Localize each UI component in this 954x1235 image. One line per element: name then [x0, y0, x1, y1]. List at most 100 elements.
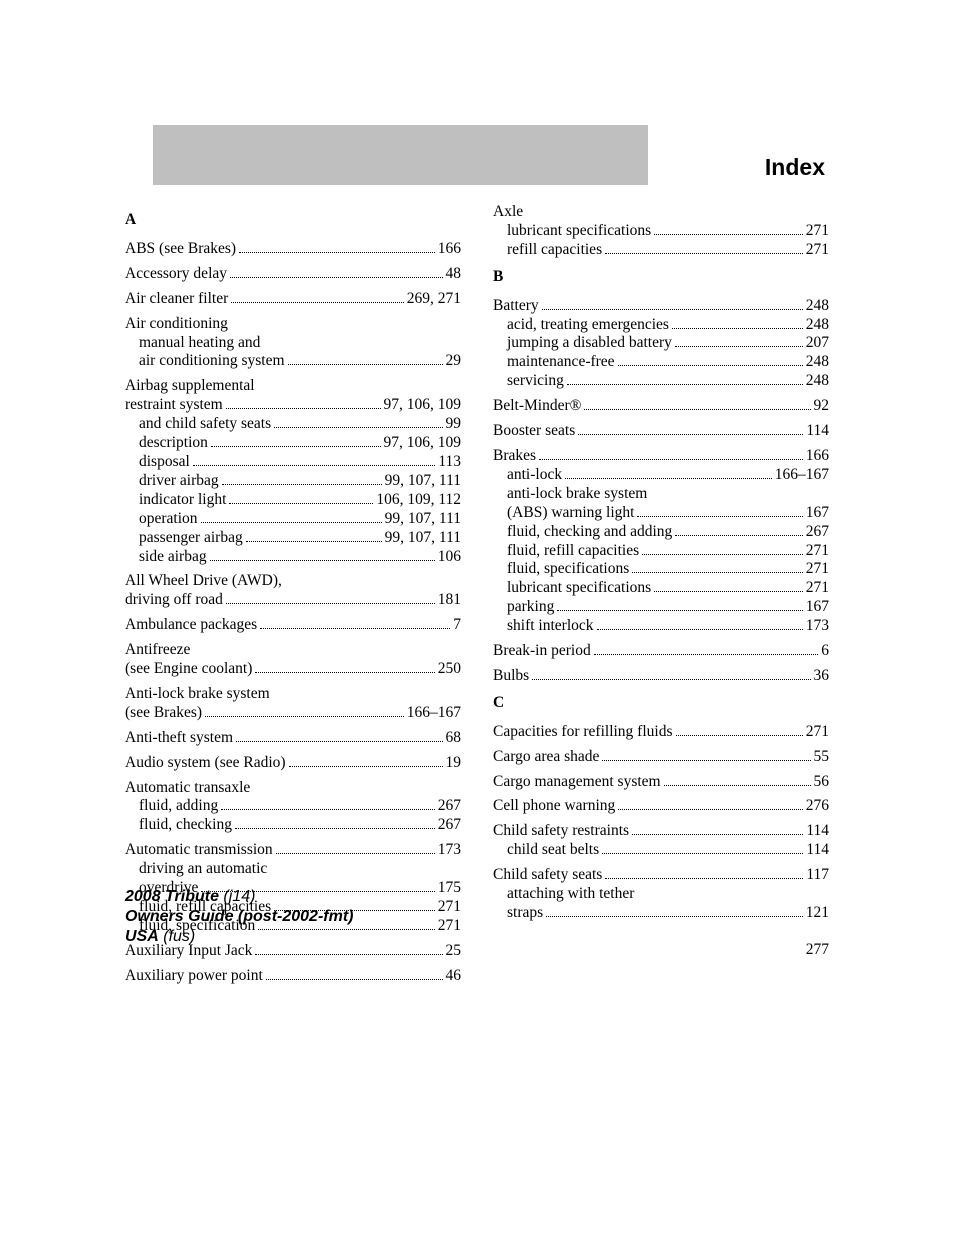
entry-page: 173 — [806, 617, 829, 636]
leader-dots — [229, 503, 373, 504]
leader-dots — [532, 679, 810, 680]
leader-dots — [654, 234, 803, 235]
leader-dots — [584, 409, 810, 410]
header-title: Index — [648, 125, 829, 185]
index-entry: Air cleaner filter 269, 271 — [125, 290, 461, 309]
leader-dots — [597, 629, 803, 630]
section-letter-c: C — [493, 694, 829, 713]
index-columns: A ABS (see Brakes)166 Accessory delay48 … — [125, 203, 829, 992]
entry-subtext: acid, treating emergencies — [507, 316, 669, 335]
entry-subtext: driver airbag — [139, 472, 219, 491]
leader-dots — [235, 828, 435, 829]
right-column: Axle lubricant specifications271 refill … — [493, 203, 829, 992]
entry-text: Air cleaner filter — [125, 290, 228, 309]
entry-page: 68 — [446, 729, 462, 748]
leader-dots — [211, 446, 381, 447]
entry-page: 56 — [814, 773, 830, 792]
entry-subtext: lubricant specifications — [507, 579, 651, 598]
entry-page: 271 — [806, 241, 829, 260]
leader-dots — [642, 554, 803, 555]
entry-page: 271 — [806, 542, 829, 561]
footer-guide: Owners Guide (post-2002-fmt) — [125, 908, 353, 925]
entry-page: 114 — [806, 422, 829, 441]
index-entry: Ambulance packages7 — [125, 616, 461, 635]
leader-dots — [260, 628, 450, 629]
leader-dots — [226, 408, 381, 409]
leader-dots — [222, 484, 382, 485]
footer-model: 2008 Tribute — [125, 888, 219, 905]
index-entry: Airbag supplemental restraint system 97, … — [125, 377, 461, 566]
entry-text: Anti-theft system — [125, 729, 233, 748]
leader-dots — [654, 591, 803, 592]
entry-page: 250 — [438, 660, 461, 679]
index-entry: Belt-Minder®92 — [493, 397, 829, 416]
leader-dots — [602, 760, 810, 761]
entry-subtext: side airbag — [139, 548, 207, 567]
entry-text: Cargo area shade — [493, 748, 599, 767]
entry-subtext: child seat belts — [507, 841, 599, 860]
index-entry: Auxiliary power point46 — [125, 967, 461, 986]
page-footer: 2008 Tribute (j14) Owners Guide (post-20… — [125, 887, 353, 947]
entry-page: 55 — [814, 748, 830, 767]
index-entry: Axle lubricant specifications271 refill … — [493, 203, 829, 260]
leader-dots — [276, 853, 435, 854]
entry-subtext: attaching with tether — [507, 885, 634, 904]
entry-text: driving off road — [125, 591, 223, 610]
leader-dots — [239, 252, 435, 253]
entry-subtext: jumping a disabled battery — [507, 334, 672, 353]
entry-subtext: driving an automatic — [139, 860, 267, 879]
leader-dots — [201, 522, 382, 523]
leader-dots — [288, 364, 443, 365]
entry-subtext: refill capacities — [507, 241, 602, 260]
entry-subtext: fluid, checking — [139, 816, 232, 835]
entry-page: 106 — [438, 548, 461, 567]
leader-dots — [210, 560, 435, 561]
entry-subtext: description — [139, 434, 208, 453]
entry-text: Airbag supplemental — [125, 377, 255, 396]
entry-text: Cargo management system — [493, 773, 661, 792]
index-entry: Cargo management system 56 — [493, 773, 829, 792]
entry-page: 6 — [821, 642, 829, 661]
entry-text: Brakes — [493, 447, 536, 466]
leader-dots — [246, 541, 382, 542]
leader-dots — [637, 516, 802, 517]
entry-subtext: indicator light — [139, 491, 226, 510]
entry-page: 167 — [806, 598, 829, 617]
entry-page: 181 — [438, 591, 461, 610]
leader-dots — [632, 572, 803, 573]
entry-page: 121 — [806, 904, 829, 923]
entry-page: 167 — [806, 504, 829, 523]
entry-text: All Wheel Drive (AWD), — [125, 572, 282, 591]
entry-page: 99, 107, 111 — [385, 529, 461, 548]
footer-region-code: (fus) — [163, 928, 195, 945]
entry-text: Cell phone warning — [493, 797, 615, 816]
entry-subtext: anti-lock brake system — [507, 485, 647, 504]
entry-subtext: lubricant specifications — [507, 222, 651, 241]
entry-page: 7 — [453, 616, 461, 635]
entry-page: 29 — [446, 352, 462, 371]
entry-text: (see Brakes) — [125, 704, 202, 723]
index-entry: Anti-theft system 68 — [125, 729, 461, 748]
entry-page: 97, 106, 109 — [384, 396, 462, 415]
leader-dots — [557, 610, 802, 611]
index-entry: Antifreeze (see Engine coolant)250 — [125, 641, 461, 679]
entry-page: 173 — [438, 841, 461, 860]
entry-text: Automatic transmission — [125, 841, 273, 860]
index-entry: Child safety seats117 attaching with tet… — [493, 866, 829, 923]
leader-dots — [602, 853, 803, 854]
leader-dots — [675, 346, 803, 347]
entry-subtext: passenger airbag — [139, 529, 243, 548]
entry-text: restraint system — [125, 396, 223, 415]
leader-dots — [226, 603, 435, 604]
leader-dots — [676, 735, 803, 736]
entry-page: 99 — [446, 415, 462, 434]
header-grey-bar — [153, 125, 648, 185]
entry-subtext: air conditioning system — [139, 352, 285, 371]
entry-page: 269, 271 — [407, 290, 461, 309]
entry-page: 117 — [806, 866, 829, 885]
entry-text: Bulbs — [493, 667, 529, 686]
entry-subtext: and child safety seats — [139, 415, 271, 434]
entry-page: 46 — [446, 967, 462, 986]
entry-page: 271 — [806, 222, 829, 241]
entry-subtext: servicing — [507, 372, 564, 391]
